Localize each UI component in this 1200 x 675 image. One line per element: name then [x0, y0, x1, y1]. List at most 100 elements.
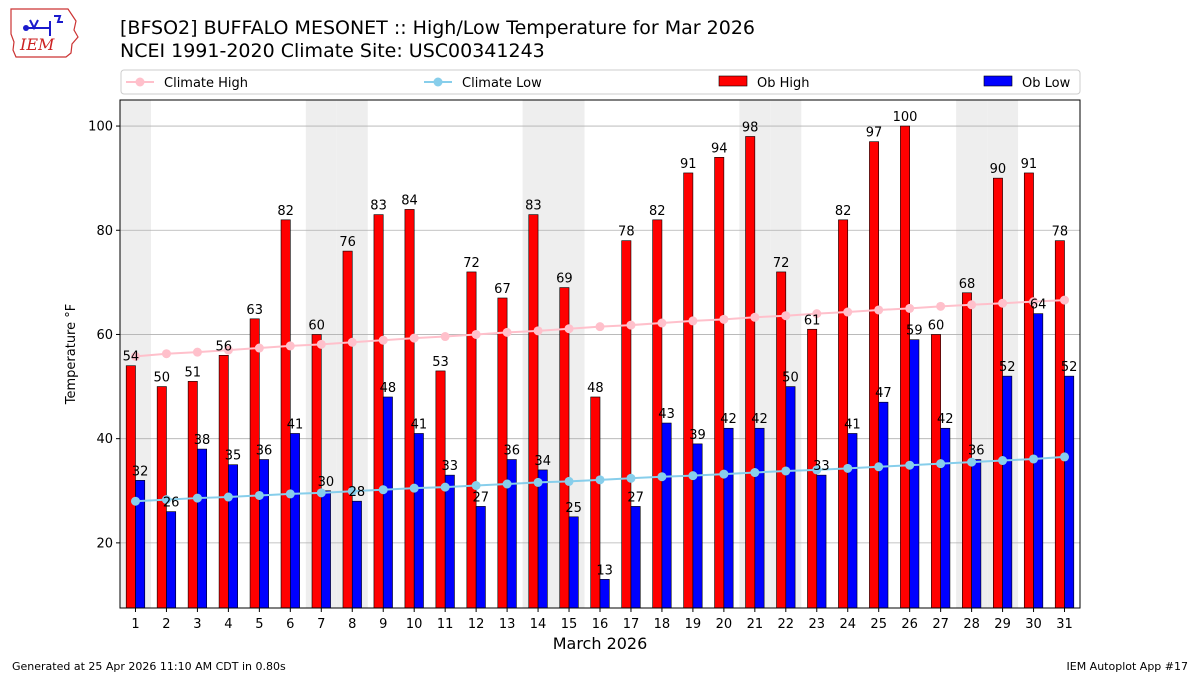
ob-high-label: 63 — [246, 303, 263, 318]
legend-climate-high-label: Climate High — [164, 76, 248, 91]
x-tick-label: 4 — [224, 617, 232, 632]
ob-low-bar — [785, 386, 796, 609]
ob-low-label: 35 — [225, 449, 242, 464]
ob-high-label: 51 — [185, 365, 202, 380]
x-tick-label: 3 — [193, 617, 201, 632]
climate-low-point — [1029, 454, 1039, 464]
climate-high-point — [161, 349, 171, 359]
ob-high-label: 100 — [893, 110, 918, 125]
ob-low-label: 43 — [658, 407, 675, 422]
legend-ob-high-swatch — [718, 75, 748, 87]
climate-low-point — [192, 493, 202, 503]
ob-high-label: 60 — [308, 318, 325, 333]
ob-low-label: 42 — [937, 412, 954, 427]
ob-low-label: 42 — [751, 412, 768, 427]
climate-low-point — [223, 492, 233, 502]
x-tick-label: 20 — [716, 617, 733, 632]
climate-low-point — [161, 495, 171, 505]
ob-low-bar — [197, 448, 208, 609]
ob-high-label: 83 — [525, 199, 542, 214]
x-tick-label: 25 — [870, 617, 887, 632]
climate-high-point — [440, 332, 450, 342]
legend-box — [120, 69, 1081, 95]
ob-high-label: 94 — [711, 141, 728, 156]
ob-low-bar — [940, 427, 951, 609]
ob-high-bar — [1054, 240, 1065, 609]
ob-high-bar — [992, 177, 1003, 609]
ob-low-label: 13 — [596, 563, 613, 578]
x-tick-label: 2 — [162, 617, 170, 632]
ob-high-label: 78 — [618, 225, 635, 240]
ob-high-label: 50 — [154, 371, 171, 386]
ob-high-label: 76 — [339, 235, 356, 250]
climate-high-point — [130, 351, 140, 361]
climate-high-point — [843, 307, 853, 317]
ob-high-label: 82 — [277, 204, 294, 219]
climate-low-point — [688, 471, 698, 481]
ob-low-bar — [754, 427, 765, 609]
ob-low-label: 41 — [411, 417, 428, 432]
ob-low-bar — [692, 443, 703, 609]
climate-low-point — [781, 466, 791, 476]
ob-low-label: 36 — [256, 444, 273, 459]
ob-high-bar — [125, 365, 136, 609]
weather-station-icon — [26, 15, 63, 36]
x-tick-label: 17 — [623, 617, 640, 632]
ob-low-bar — [630, 506, 641, 609]
ob-low-label: 42 — [720, 412, 737, 427]
climate-low-point — [998, 456, 1008, 466]
ob-high-label: 53 — [432, 355, 449, 370]
climate-high-point — [1060, 295, 1070, 305]
x-tick-label: 8 — [348, 617, 356, 632]
chart-subtitle: NCEI 1991-2020 Climate Site: USC00341243 — [120, 40, 545, 62]
ob-low-bar — [351, 500, 362, 609]
generated-timestamp: Generated at 25 Apr 2026 11:10 AM CDT in… — [12, 660, 286, 673]
ob-low-bar — [228, 464, 238, 609]
ob-high-label: 54 — [123, 350, 140, 365]
ob-high-label: 91 — [680, 157, 697, 172]
ob-high-bar — [280, 219, 291, 609]
climate-high-point — [905, 303, 915, 313]
iem-logo: IEM — [10, 8, 79, 58]
ob-low-bar — [909, 339, 920, 609]
ob-low-label: 50 — [782, 371, 799, 386]
ob-low-bar — [1064, 375, 1075, 609]
climate-high-point — [688, 316, 698, 326]
climate-high-point — [564, 324, 574, 334]
ob-low-label: 36 — [968, 444, 985, 459]
climate-high-point — [533, 326, 543, 336]
x-tick-label: 7 — [317, 617, 325, 632]
legend-climate-low-label: Climate Low — [462, 76, 542, 91]
ob-low-label: 25 — [565, 501, 582, 516]
climate-low-point — [316, 488, 326, 498]
climate-low-point — [657, 472, 667, 482]
ob-low-label: 26 — [163, 496, 180, 511]
ob-low-bar — [290, 433, 300, 609]
ob-high-bar — [311, 334, 322, 609]
x-tick-label: 1 — [131, 617, 139, 632]
chart-title: [BFSO2] BUFFALO MESONET :: High/Low Temp… — [120, 17, 755, 39]
ob-high-label: 84 — [401, 193, 418, 208]
climate-high-point — [471, 329, 481, 339]
climate-high-point — [347, 337, 357, 347]
climate-high-point — [998, 298, 1008, 308]
ob-high-label: 91 — [1021, 157, 1038, 172]
climate-high-point — [967, 300, 977, 310]
ob-low-label: 32 — [132, 464, 149, 479]
logo-text: IEM — [19, 35, 55, 54]
x-tick-label: 21 — [747, 617, 764, 632]
x-axis-label: March 2026 — [553, 634, 648, 653]
ob-low-label: 36 — [503, 444, 520, 459]
ob-high-bar — [218, 355, 229, 609]
y-tick-label: 20 — [96, 536, 113, 551]
x-tick-label: 22 — [778, 617, 795, 632]
x-tick-label: 18 — [654, 617, 671, 632]
ob-low-bar — [847, 433, 858, 609]
climate-low-point — [409, 483, 419, 493]
x-tick-label: 31 — [1056, 617, 1073, 632]
ob-high-bar — [249, 318, 260, 609]
ob-low-bar — [568, 516, 579, 609]
ob-low-bar — [382, 396, 393, 609]
ob-low-bar — [320, 490, 331, 609]
climate-high-point — [657, 318, 667, 328]
